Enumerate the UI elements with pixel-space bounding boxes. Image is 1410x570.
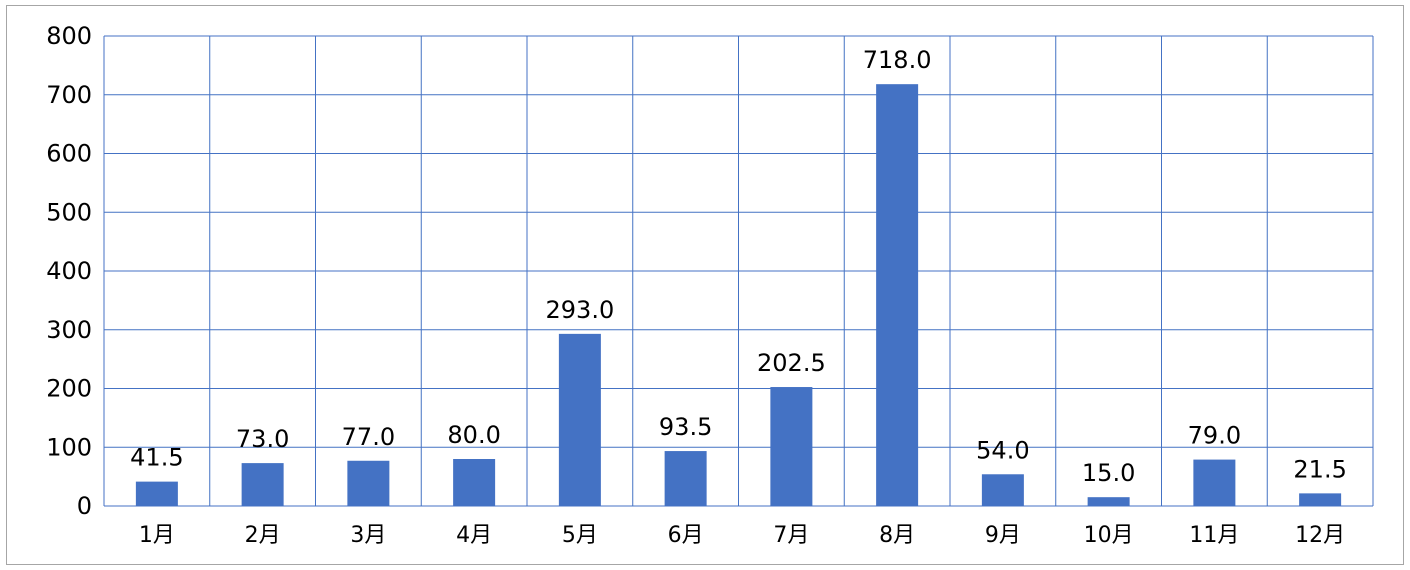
y-tick-label: 500 <box>46 198 92 226</box>
data-label: 41.5 <box>130 444 183 472</box>
y-tick-label: 100 <box>46 433 92 461</box>
data-label: 293.0 <box>546 296 615 324</box>
bar <box>135 481 178 506</box>
bar <box>1087 497 1130 506</box>
bar <box>241 463 284 506</box>
data-label: 202.5 <box>757 349 826 377</box>
bar <box>558 333 601 506</box>
data-label: 54.0 <box>976 436 1029 464</box>
bar <box>1193 459 1236 506</box>
bar <box>770 387 813 506</box>
data-label: 15.0 <box>1082 459 1135 487</box>
data-label: 79.0 <box>1188 422 1241 450</box>
y-tick-label: 300 <box>46 316 92 344</box>
data-label: 73.0 <box>236 425 289 453</box>
bar <box>981 474 1024 506</box>
x-tick-label: 11月 <box>1189 523 1239 548</box>
bar <box>347 460 390 506</box>
bar <box>1299 493 1342 506</box>
data-label: 77.0 <box>342 423 395 451</box>
x-tick-label: 7月 <box>773 523 809 548</box>
y-tick-label: 400 <box>46 257 92 285</box>
y-tick-label: 600 <box>46 140 92 168</box>
bar <box>876 84 919 507</box>
x-tick-label: 2月 <box>245 523 281 548</box>
y-tick-label: 200 <box>46 375 92 403</box>
y-tick-label: 700 <box>46 81 92 109</box>
x-tick-label: 8月 <box>879 523 915 548</box>
x-tick-label: 6月 <box>668 523 704 548</box>
x-tick-label: 5月 <box>562 523 598 548</box>
x-tick-label: 9月 <box>985 523 1021 548</box>
x-tick-label: 10月 <box>1084 523 1134 548</box>
x-tick-label: 3月 <box>350 523 386 548</box>
data-label: 93.5 <box>659 413 712 441</box>
x-tick-label: 12月 <box>1295 523 1345 548</box>
data-label: 80.0 <box>447 421 500 449</box>
x-tick-label: 4月 <box>456 523 492 548</box>
y-tick-label: 0 <box>77 492 92 520</box>
data-label: 718.0 <box>863 46 932 74</box>
y-tick-label: 800 <box>46 22 92 50</box>
x-tick-label: 1月 <box>139 523 175 548</box>
bar <box>664 451 707 506</box>
data-label: 21.5 <box>1293 455 1346 483</box>
bar <box>453 459 496 506</box>
